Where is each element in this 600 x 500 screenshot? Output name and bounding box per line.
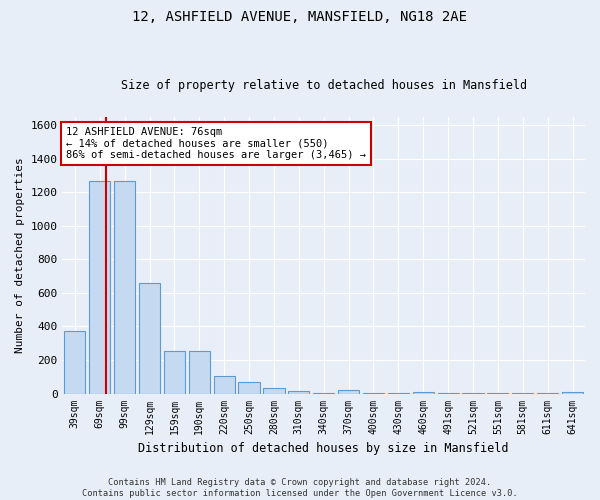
Bar: [238, 382, 260, 394]
Bar: [413, 392, 434, 394]
Bar: [463, 392, 484, 394]
Bar: [537, 392, 558, 394]
Bar: [288, 391, 310, 394]
Bar: [437, 392, 459, 394]
Text: 12, ASHFIELD AVENUE, MANSFIELD, NG18 2AE: 12, ASHFIELD AVENUE, MANSFIELD, NG18 2AE: [133, 10, 467, 24]
Bar: [338, 390, 359, 394]
Text: Contains HM Land Registry data © Crown copyright and database right 2024.
Contai: Contains HM Land Registry data © Crown c…: [82, 478, 518, 498]
Bar: [89, 180, 110, 394]
Bar: [64, 332, 85, 394]
Text: 12 ASHFIELD AVENUE: 76sqm
← 14% of detached houses are smaller (550)
86% of semi: 12 ASHFIELD AVENUE: 76sqm ← 14% of detac…: [66, 127, 366, 160]
X-axis label: Distribution of detached houses by size in Mansfield: Distribution of detached houses by size …: [139, 442, 509, 455]
Bar: [139, 283, 160, 394]
Y-axis label: Number of detached properties: Number of detached properties: [15, 158, 25, 353]
Bar: [164, 351, 185, 394]
Bar: [214, 376, 235, 394]
Bar: [114, 180, 135, 394]
Bar: [487, 392, 508, 394]
Bar: [263, 388, 284, 394]
Bar: [313, 392, 334, 394]
Bar: [512, 392, 533, 394]
Bar: [562, 392, 583, 394]
Title: Size of property relative to detached houses in Mansfield: Size of property relative to detached ho…: [121, 79, 527, 92]
Bar: [363, 392, 384, 394]
Bar: [189, 351, 210, 394]
Bar: [388, 392, 409, 394]
